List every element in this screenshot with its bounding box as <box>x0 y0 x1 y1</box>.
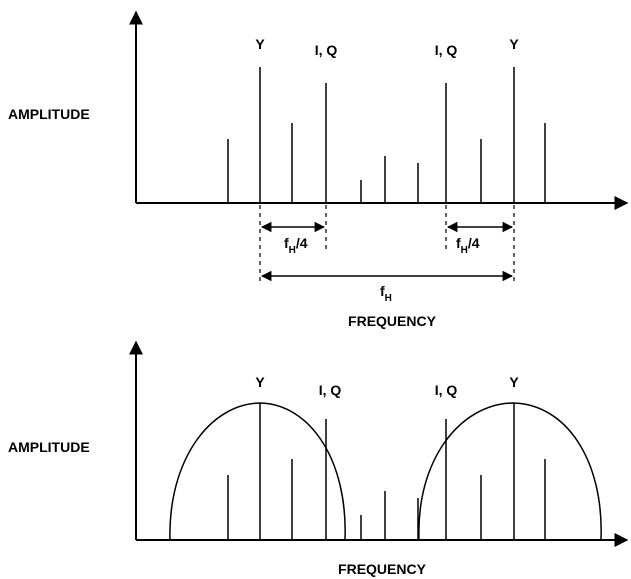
top-label-y-left: Y <box>255 36 265 52</box>
top-panel: AMPLITUDE Y I, Q I, Q Y fH/4 fH/4 <box>8 10 629 329</box>
top-fh4-right-label: fH/4 <box>456 235 480 256</box>
bottom-label-iq-right: I, Q <box>435 382 458 398</box>
bottom-panel: AMPLITUDE Y I, Q I, Q Y FREQUENCY <box>8 340 629 577</box>
top-label-iq-left: I, Q <box>315 42 338 58</box>
bottom-frequency-label: FREQUENCY <box>338 561 427 577</box>
bottom-spectral-lines <box>227 403 546 540</box>
top-label-iq-right: I, Q <box>435 42 458 58</box>
top-frequency-label: FREQUENCY <box>348 313 437 329</box>
bottom-label-iq-left: I, Q <box>319 382 342 398</box>
bottom-amplitude-label: AMPLITUDE <box>8 439 90 455</box>
top-spectral-lines <box>227 67 546 203</box>
bottom-envelope-right <box>418 402 602 541</box>
top-fh-label: fH <box>380 283 392 304</box>
bottom-envelope-left <box>169 402 346 541</box>
bottom-label-y-right: Y <box>509 374 519 390</box>
top-fh4-left-label: fH/4 <box>284 235 308 256</box>
bottom-label-y-left: Y <box>255 374 265 390</box>
top-amplitude-label: AMPLITUDE <box>8 106 90 122</box>
top-label-y-right: Y <box>509 36 519 52</box>
